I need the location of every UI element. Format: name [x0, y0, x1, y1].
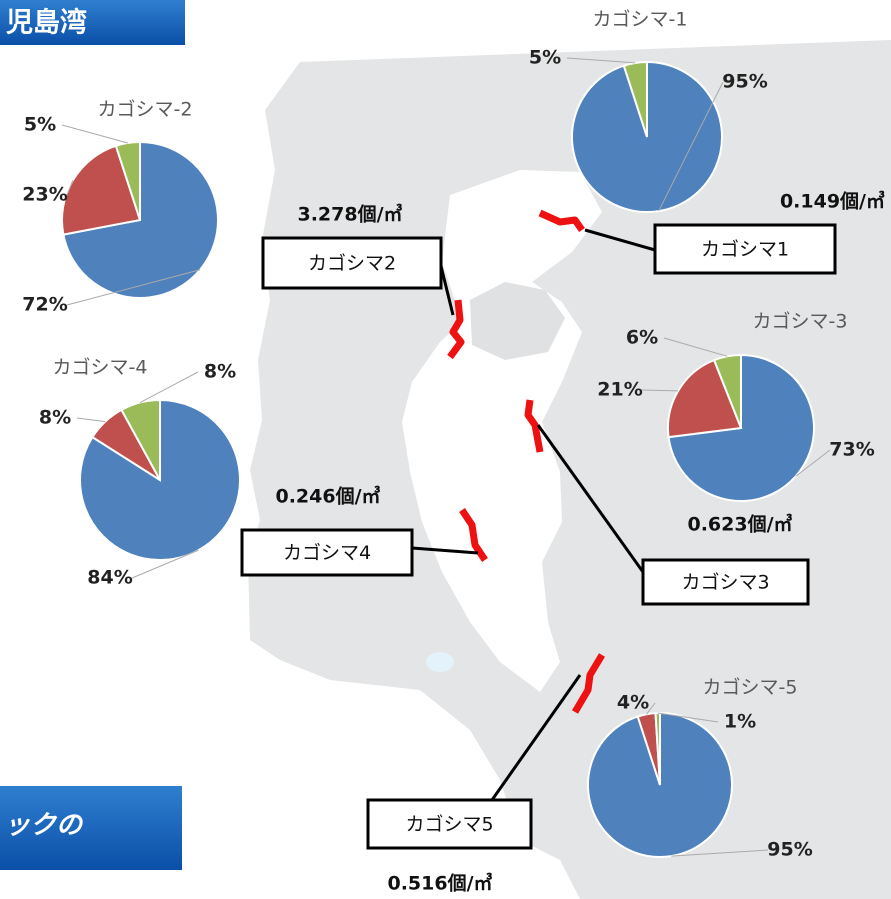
pie-slice: [712, 353, 742, 429]
connector: [584, 228, 656, 252]
connector: [536, 424, 645, 573]
pie-slice: [114, 140, 141, 221]
leader-line: [658, 81, 724, 212]
value-label: 4%: [617, 692, 649, 714]
value-label: 8%: [204, 361, 236, 383]
density-label: 0.149個/㎥: [780, 190, 885, 213]
value-label: 8%: [39, 407, 71, 429]
value-label: 5%: [24, 114, 56, 136]
leader-line: [657, 712, 719, 723]
leader-line: [66, 269, 201, 306]
header-title: 児島湾: [6, 7, 87, 39]
density-label: 3.278個/㎥: [297, 203, 402, 226]
marker: [538, 209, 585, 233]
lake: [426, 652, 454, 672]
leader-line: [641, 389, 679, 392]
connectors: [411, 228, 656, 801]
leader-line: [66, 180, 74, 196]
footer-text: ックの: [4, 811, 84, 841]
value-label: 84%: [87, 567, 132, 589]
station-label: カゴシマ1: [701, 239, 789, 261]
station-label: カゴシマ3: [681, 572, 769, 594]
station-box: [641, 558, 810, 606]
leader-line: [663, 337, 728, 357]
value-label: 73%: [829, 439, 874, 461]
pie-title: カゴシマ-4: [53, 357, 148, 379]
marker: [524, 399, 544, 453]
station-box: [653, 223, 837, 275]
pie-slice: [622, 60, 648, 138]
island: [470, 282, 565, 360]
value-label: 95%: [722, 71, 767, 93]
station-label: カゴシマ4: [283, 542, 371, 564]
footer-bar: [0, 786, 182, 870]
connector: [490, 674, 582, 801]
value-label: 95%: [767, 839, 812, 861]
density-label: 0.246個/㎥: [275, 485, 380, 508]
leader-line: [131, 549, 199, 579]
density-label: 0.623個/㎥: [687, 513, 792, 536]
density-label: 0.516個/㎥: [387, 872, 492, 895]
marker: [447, 299, 465, 360]
header-bar: [0, 0, 185, 45]
charts-layer: カゴシマ10.149個/㎥カゴシマ23.278個/㎥カゴシマ30.623個/㎥カ…: [22, 9, 885, 895]
station-box: [366, 798, 533, 850]
station-label: カゴシマ2: [308, 253, 396, 275]
value-label: 21%: [597, 379, 642, 401]
leader-line: [76, 417, 106, 423]
pie-title: カゴシマ-2: [98, 99, 193, 121]
value-label: 23%: [22, 184, 67, 206]
leader-line: [566, 57, 636, 64]
station-box: [240, 528, 414, 577]
marker: [571, 653, 606, 714]
leader-line: [61, 124, 128, 144]
value-label: 72%: [22, 294, 67, 316]
station-label: カゴシマ5: [405, 814, 493, 836]
pie-title: カゴシマ-5: [703, 677, 798, 699]
red-markers: [447, 209, 606, 714]
leader-line: [671, 849, 769, 857]
leader-line: [646, 702, 656, 715]
leader-line: [139, 371, 199, 403]
leader-line: [795, 449, 831, 477]
connector: [411, 546, 479, 555]
station-box: [261, 236, 443, 290]
pie-slice: [667, 358, 743, 439]
pie-title: カゴシマ-1: [593, 9, 688, 31]
value-label: 6%: [626, 327, 658, 349]
marker: [459, 508, 488, 562]
pie-title: カゴシマ-3: [753, 311, 848, 333]
value-label: 1%: [724, 711, 756, 733]
value-label: 5%: [529, 47, 561, 69]
